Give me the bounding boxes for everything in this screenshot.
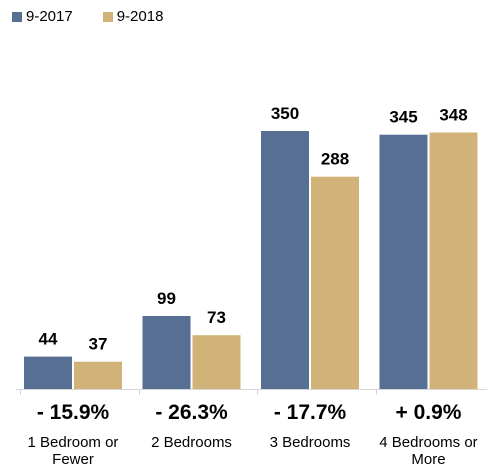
bar-value-label: 350 — [271, 104, 299, 123]
bar-series-2-3 — [311, 176, 359, 389]
x-tick-label: 3 Bedrooms — [270, 434, 351, 451]
percent-change-label: - 17.7% — [274, 401, 347, 424]
bar-series-1-1 — [24, 356, 72, 389]
bar-series-1-2 — [142, 316, 191, 389]
x-tick-label: 2 Bedrooms — [151, 434, 232, 451]
bar-value-label: 288 — [321, 150, 349, 169]
legend-item-series-1: 9-2017 — [12, 8, 73, 25]
percent-change-label: - 15.9% — [37, 401, 110, 424]
legend-label-series-1: 9-2017 — [26, 8, 73, 25]
bar-value-label: 44 — [39, 330, 58, 349]
x-tick-label: More — [411, 451, 445, 468]
x-tick-label: 1 Bedroom or — [28, 434, 119, 451]
bar-value-label: 73 — [207, 308, 226, 327]
bar-value-label: 348 — [439, 106, 467, 125]
bar-series-1-3 — [261, 131, 309, 389]
x-tick-label: 4 Bedrooms or — [379, 434, 477, 451]
x-tick-label: Fewer — [52, 451, 94, 468]
legend-item-series-2: 9-2018 — [102, 8, 164, 25]
legend-swatch-series-2 — [102, 11, 113, 22]
bar-series-2-2 — [192, 335, 241, 389]
bar-value-label: 345 — [389, 108, 417, 127]
percent-change-label: - 26.3% — [155, 401, 228, 424]
legend-swatch-series-1 — [12, 11, 22, 22]
bar-value-label: 99 — [157, 289, 176, 308]
bar-value-label: 37 — [89, 335, 108, 354]
percent-change-label: + 0.9% — [396, 401, 462, 424]
bar-series-2-4 — [429, 132, 478, 389]
legend-label-series-2: 9-2018 — [116, 8, 164, 25]
bar-series-2-1 — [74, 361, 122, 389]
bar-series-1-4 — [379, 134, 428, 389]
legend: 9-2017 9-2018 — [12, 8, 163, 25]
